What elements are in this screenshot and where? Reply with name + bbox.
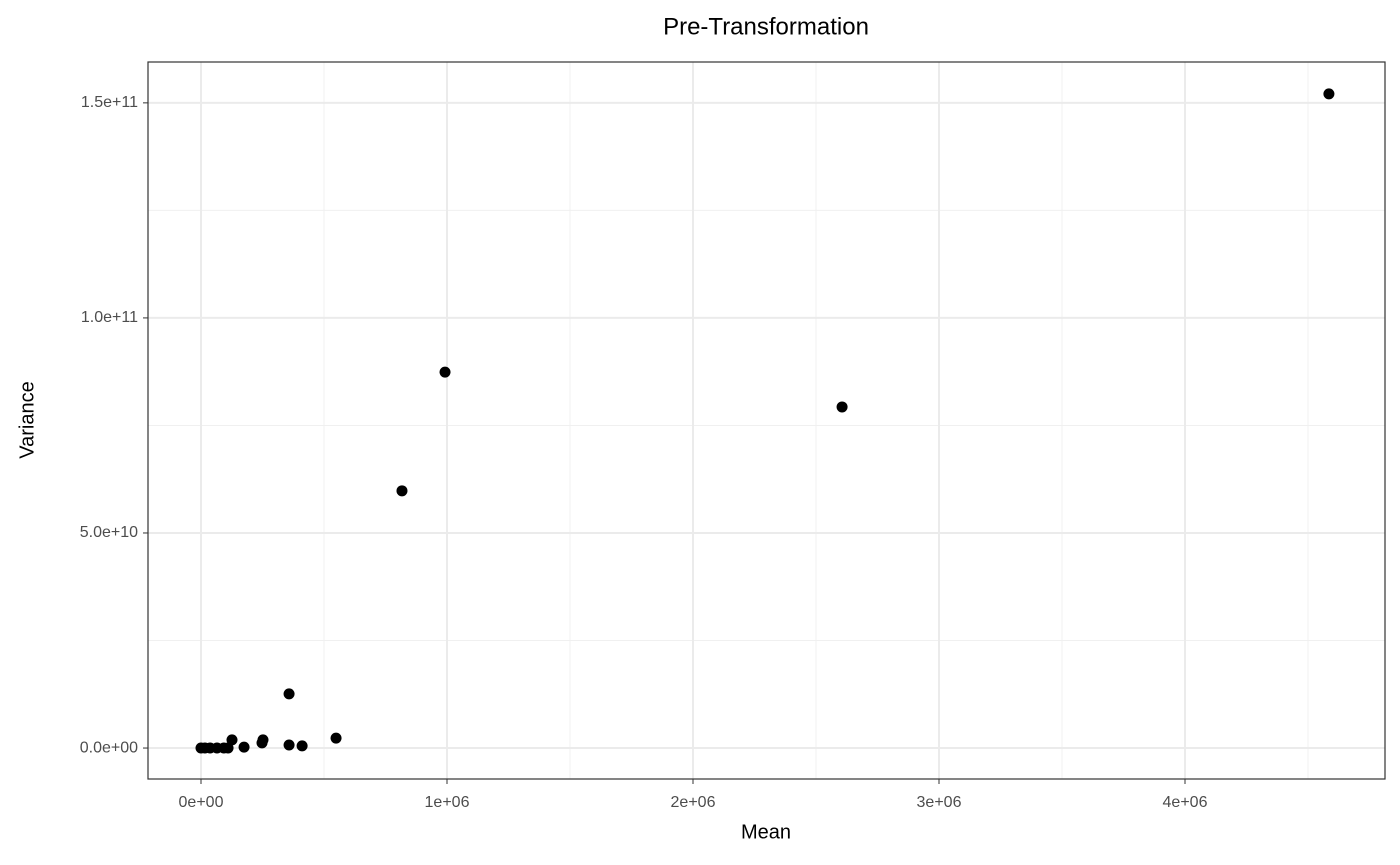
point <box>283 739 295 751</box>
y-tick-label: 0.0e+00 <box>80 739 138 756</box>
point <box>222 742 234 754</box>
point <box>330 732 342 744</box>
point <box>1323 88 1335 100</box>
x-tick-label: 4e+06 <box>1163 794 1208 811</box>
x-tick-label: 1e+06 <box>425 794 470 811</box>
chart-title: Pre-Transformation <box>663 13 869 40</box>
panel-border <box>147 61 1386 780</box>
point <box>226 734 238 746</box>
y-tick-label: 5.0e+10 <box>80 524 138 541</box>
y-tick-label: 1.5e+11 <box>81 94 138 111</box>
x-tick-label: 0e+00 <box>179 794 224 811</box>
y-axis-title: Variance <box>16 381 38 458</box>
grid <box>148 62 1385 779</box>
point <box>439 366 451 378</box>
point <box>296 740 308 752</box>
point <box>396 485 408 497</box>
x-axis-title: Mean <box>741 821 791 843</box>
marks <box>195 88 1335 754</box>
point <box>836 401 848 413</box>
x-tick-label: 3e+06 <box>917 794 962 811</box>
point <box>257 734 269 746</box>
point <box>283 688 295 700</box>
y-tick-label: 1.0e+11 <box>81 309 138 326</box>
point <box>238 741 250 753</box>
x-tick-label: 2e+06 <box>671 794 716 811</box>
